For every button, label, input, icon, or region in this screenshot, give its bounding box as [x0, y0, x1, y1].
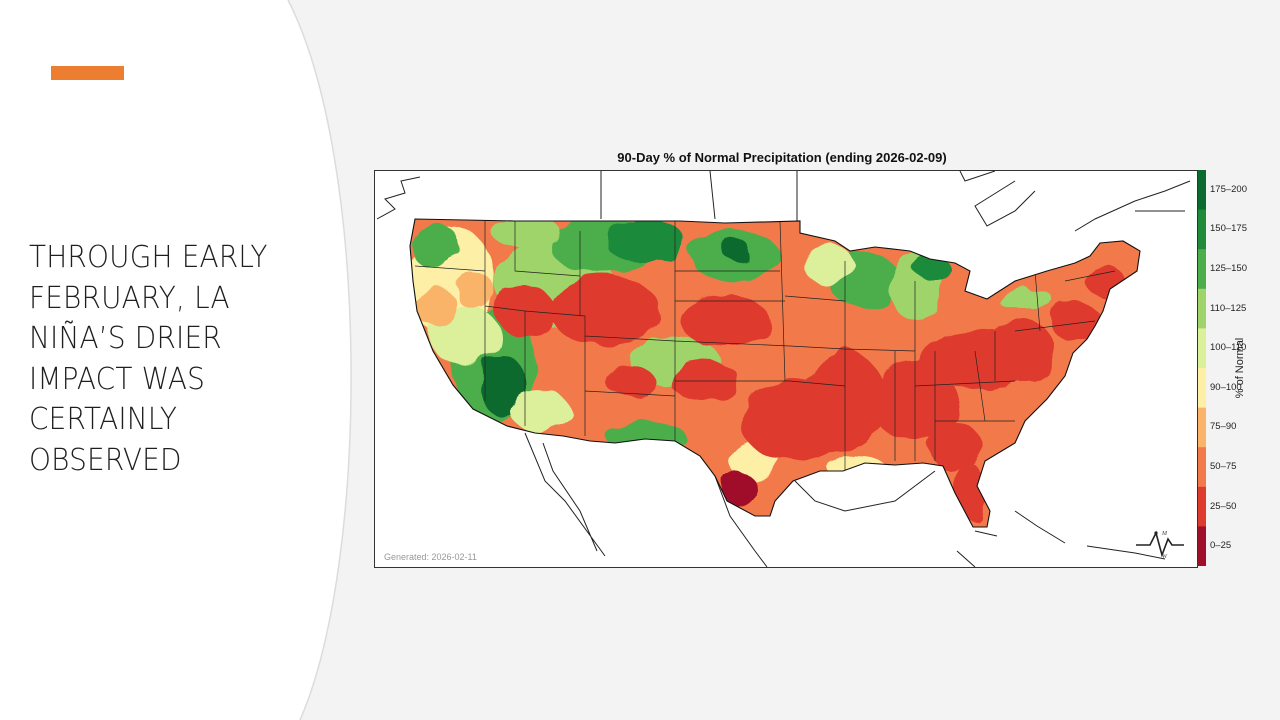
colorbar-tick-label: 175–200 [1210, 183, 1247, 195]
colorbar-tick-label: 50–75 [1210, 461, 1237, 472]
colorbar-swatch [1198, 249, 1206, 290]
svg-text:M: M [1161, 531, 1168, 537]
colorbar-tick-label: 25–50 [1210, 500, 1237, 512]
colorbar-swatch [1198, 526, 1206, 566]
mountain-logo-icon: M W [1136, 530, 1184, 560]
colorbar-tick-label: 150–175 [1210, 223, 1247, 235]
precipitation-map-figure: 90-Day % of Normal Precipitation (ending… [372, 146, 1252, 570]
colorbar-tick-label: 110–125 [1210, 302, 1247, 314]
colorbar-swatch [1198, 170, 1206, 211]
precipitation-map [375, 171, 1197, 567]
colorbar-swatch [1198, 209, 1206, 250]
surrounding-boundaries [376, 171, 1191, 567]
colorbar-swatch [1198, 288, 1206, 329]
colorbar-swatch [1198, 328, 1206, 369]
colorbar-tick-label: 100–110 [1210, 342, 1247, 354]
slide-title: THROUGH EARLY FEBRUARY, LA NIÑA’S DRIER … [29, 240, 268, 478]
colorbar-swatch [1198, 486, 1206, 527]
us-outline [409, 218, 1141, 528]
colorbar-axis-label: % of Normal [1234, 337, 1246, 399]
svg-text:W: W [1162, 554, 1168, 560]
colorbar-tick-label: 90–100 [1210, 381, 1242, 393]
colorbar-swatch [1198, 368, 1206, 409]
state-boundaries [414, 220, 1116, 471]
colorbar-tick-label: 75–90 [1210, 421, 1237, 433]
map-frame: Generated: 2026-02-11 M W [374, 170, 1198, 568]
colorbar-tick-label: 0–25 [1210, 540, 1232, 552]
colorbar-swatch [1198, 407, 1206, 448]
accent-bar [51, 66, 124, 80]
map-title: 90-Day % of Normal Precipitation (ending… [617, 150, 947, 165]
colorbar [1198, 170, 1206, 566]
colorbar-tick-label: 125–150 [1210, 263, 1247, 274]
generated-date-note: Generated: 2026-02-11 [384, 552, 477, 562]
colorbar-swatch [1198, 447, 1206, 488]
